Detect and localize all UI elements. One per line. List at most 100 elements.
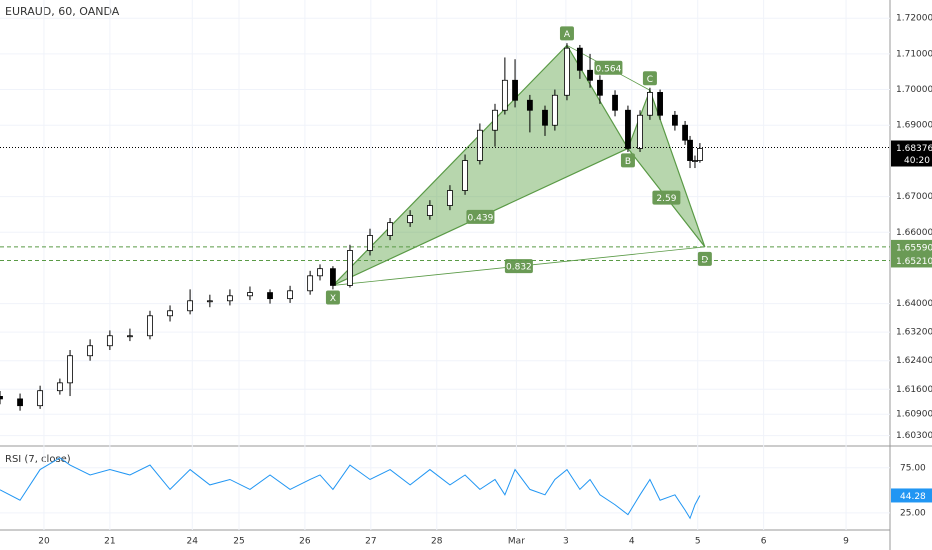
level-label: 1.65210: [896, 257, 932, 267]
x-tick-label: 21: [104, 537, 115, 547]
candle-body: [227, 295, 233, 302]
candle-body: [462, 160, 468, 191]
x-tick-label: 9: [843, 537, 849, 547]
y-tick-label: 1.60900: [896, 410, 932, 420]
x-tick-label: 3: [563, 537, 569, 547]
point-label: B: [625, 157, 631, 167]
x-tick-label: 20: [38, 537, 50, 547]
candle-body: [330, 268, 336, 286]
countdown: 40:20: [904, 156, 930, 166]
rsi-title: RSI (7, close): [5, 454, 71, 465]
point-badge: [325, 290, 340, 305]
x-tick-label: Mar: [508, 537, 525, 547]
candle-body: [647, 92, 653, 116]
rsi-tick-label: 75.00: [900, 463, 926, 473]
ratio-badge: [652, 190, 681, 205]
candle-body: [37, 390, 44, 407]
y-tick-label: 1.70000: [896, 85, 932, 95]
rsi-tick-label: 25.00: [900, 508, 926, 518]
candle-body: [426, 205, 433, 216]
y-tick-label: 1.64000: [896, 299, 932, 309]
candle-body: [387, 222, 393, 236]
point-label: C: [647, 75, 653, 85]
x-tick-label: 4: [629, 537, 635, 547]
x-tick-label: 5: [695, 537, 701, 547]
ratio-label: 0.832: [506, 263, 532, 273]
candle-body: [67, 355, 73, 384]
chart-title: EURAUD, 60, OANDA: [5, 5, 120, 18]
ratio-label: 0.564: [596, 64, 622, 74]
candle-body: [512, 79, 518, 101]
point-badge: [620, 153, 635, 168]
candle-body: [287, 290, 293, 300]
x-tick-label: 27: [365, 537, 376, 547]
candle-body: [127, 335, 133, 338]
candle-body: [576, 47, 583, 71]
x-tick-label: 6: [761, 537, 767, 547]
x-tick-label: 28: [431, 537, 443, 547]
candle-body: [407, 215, 414, 224]
candle-body: [697, 148, 703, 161]
candle-body: [206, 300, 213, 303]
level-label: 1.65590: [896, 243, 932, 253]
candle-body: [542, 109, 548, 126]
y-tick-label: 1.69000: [896, 121, 932, 131]
point-label: D: [701, 255, 708, 265]
y-tick-label: 1.60300: [896, 431, 932, 441]
y-tick-label: 1.66000: [896, 228, 932, 238]
ratio-label: 0.439: [468, 213, 494, 223]
level-badge: [891, 239, 932, 254]
candle-body: [501, 79, 508, 111]
rsi-line: [0, 457, 701, 520]
candle-body: [247, 292, 253, 297]
candle-body: [657, 92, 663, 116]
x-tick-label: 26: [299, 537, 311, 547]
candle-body: [687, 139, 693, 161]
candle-body: [267, 292, 273, 300]
candle-body: [551, 94, 558, 126]
candle-body: [147, 315, 153, 337]
candle-body: [597, 79, 603, 96]
ratio-label: 2.59: [656, 194, 676, 204]
candle-body: [367, 235, 373, 251]
x-tick-label: 25: [233, 537, 244, 547]
point-label: X: [330, 294, 336, 304]
candle-body: [612, 94, 618, 111]
level-badge: [891, 253, 932, 268]
candle-body: [447, 190, 453, 206]
point-badge: [559, 26, 574, 41]
candle-body: [692, 160, 698, 162]
candle-body: [0, 396, 3, 400]
y-tick-label: 1.72000: [896, 14, 932, 24]
candle-body: [307, 275, 314, 292]
candle-body: [526, 99, 533, 111]
candle-body: [187, 300, 193, 312]
point-badge: [642, 71, 657, 86]
y-tick-label: 1.61600: [896, 385, 932, 395]
candle-body: [317, 268, 323, 277]
candle-body: [476, 129, 483, 161]
rsi-value-label: 44.28: [900, 492, 926, 502]
candle-body: [564, 47, 570, 96]
y-tick-label: 1.71000: [896, 49, 932, 59]
candle-body: [106, 335, 113, 347]
point-badge: [697, 251, 712, 266]
y-tick-label: 1.67000: [896, 192, 932, 202]
candle-body: [87, 345, 93, 357]
y-tick-label: 1.63200: [896, 328, 932, 338]
candle-body: [167, 310, 173, 317]
point-label: A: [564, 30, 571, 40]
ratio-badge: [594, 60, 623, 75]
candle-body: [56, 382, 63, 392]
y-tick-label: 1.62400: [896, 356, 932, 366]
price-badge: [891, 140, 932, 167]
candle-body: [587, 69, 593, 81]
candle-body: [682, 124, 688, 141]
candle-body: [347, 250, 353, 286]
candle-body: [672, 114, 678, 126]
candle-body: [625, 109, 631, 149]
candle-body: [492, 109, 498, 131]
x-tick-label: 24: [187, 537, 199, 547]
